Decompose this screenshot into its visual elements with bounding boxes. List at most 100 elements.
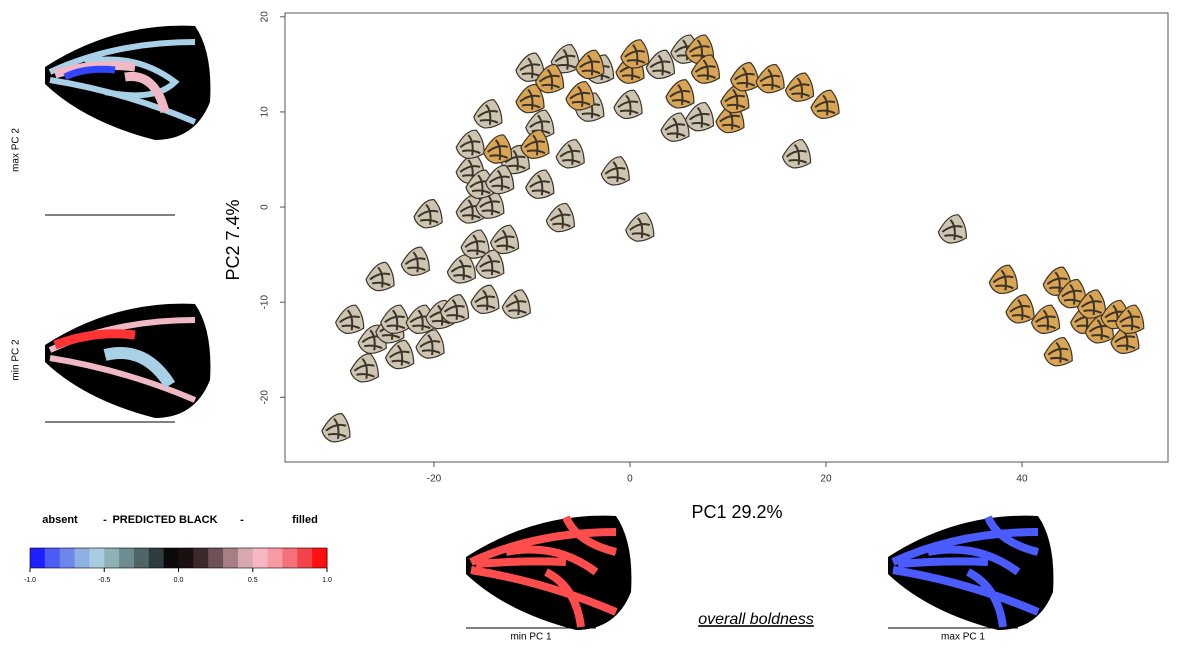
annotation: max PC 1: [941, 632, 985, 643]
point: [786, 73, 814, 101]
y-tick-label: 10: [260, 106, 271, 118]
wing-max-pc2: [45, 26, 210, 162]
point: [336, 305, 364, 333]
x-tick-label: 40: [1016, 474, 1028, 485]
point-body: [416, 330, 444, 358]
point-body: [661, 113, 689, 141]
point-body: [456, 130, 484, 158]
point-body: [989, 265, 1017, 293]
point: [566, 82, 594, 110]
point-body: [731, 63, 759, 91]
point: [502, 290, 530, 318]
point-body: [1006, 295, 1034, 323]
colorbar-cell: [60, 548, 75, 568]
point: [614, 90, 642, 118]
colorbar-cell: [30, 548, 45, 568]
point-body: [786, 73, 814, 101]
point: [486, 165, 514, 193]
point-body: [938, 215, 966, 243]
wing-min-pc1: [466, 516, 631, 630]
colorbar-cell: [268, 548, 283, 568]
point-body: [566, 82, 594, 110]
wing-max-pc1: [888, 516, 1053, 630]
point: [447, 255, 475, 283]
colorbar: absent-PREDICTED BLACK-filled-1.0-0.50.0…: [24, 514, 332, 584]
colorbar-cell: [223, 548, 238, 568]
point: [526, 170, 554, 198]
point: [783, 140, 811, 168]
colorbar-cell: [119, 548, 134, 568]
colorbar-cell: [253, 548, 268, 568]
point: [521, 130, 549, 158]
colorbar-cell: [149, 548, 164, 568]
colorbar-title: filled: [292, 514, 318, 526]
point-body: [401, 247, 429, 275]
point: [646, 50, 674, 78]
point: [1031, 305, 1059, 333]
point-body: [471, 285, 499, 313]
y-tick-label: 20: [260, 11, 271, 23]
point-body: [441, 295, 469, 323]
colorbar-tick-label: 1.0: [322, 577, 332, 584]
wing-min-pc2: [45, 304, 210, 418]
point-body: [686, 103, 714, 131]
point-body: [756, 65, 784, 93]
point: [456, 130, 484, 158]
colorbar-cell: [208, 548, 223, 568]
annotation: max PC 2: [11, 128, 22, 172]
point-body: [336, 305, 364, 333]
x-tick-label: 20: [820, 474, 832, 485]
point: [484, 135, 512, 163]
point: [386, 340, 414, 368]
colorbar-tick-label: 0.5: [248, 577, 258, 584]
point-body: [381, 305, 409, 333]
point-body: [666, 80, 694, 108]
point: [811, 90, 839, 118]
y-tick-label: 0: [260, 204, 271, 210]
point-body: [626, 213, 654, 241]
point: [576, 50, 604, 78]
figure: max PC 2 min PC 2 min PC 1 max PC 1 over…: [0, 0, 1181, 644]
point: [556, 140, 584, 168]
point-body: [556, 140, 584, 168]
colorbar-cell: [193, 548, 208, 568]
point: [441, 295, 469, 323]
point: [322, 414, 350, 442]
point-body: [1044, 338, 1072, 366]
point: [366, 262, 394, 290]
colorbar-title: -: [240, 514, 244, 526]
colorbar-cell: [45, 548, 60, 568]
point-body: [621, 40, 649, 68]
colorbar-cell: [89, 548, 104, 568]
point-body: [576, 50, 604, 78]
point: [381, 305, 409, 333]
point: [626, 213, 654, 241]
y-tick-label: -10: [260, 295, 271, 310]
point-body: [811, 90, 839, 118]
colorbar-title: absent: [42, 514, 78, 526]
colorbar-cell: [179, 548, 194, 568]
colorbar-tick-label: 0.0: [174, 577, 184, 584]
y-tick-label: -20: [260, 390, 271, 405]
colorbar-tick-label: -0.5: [98, 577, 110, 584]
point: [938, 215, 966, 243]
point: [661, 113, 689, 141]
x-tick-label: 0: [627, 474, 633, 485]
plot-frame: [285, 13, 1168, 462]
point: [416, 330, 444, 358]
point-body: [322, 414, 350, 442]
colorbar-cell: [282, 548, 297, 568]
colorbar-cell: [312, 548, 327, 568]
point-body: [601, 157, 629, 185]
point: [401, 247, 429, 275]
colorbar-cell: [238, 548, 253, 568]
point-body: [484, 135, 512, 163]
point: [471, 285, 499, 313]
point-body: [521, 130, 549, 158]
point: [1006, 295, 1034, 323]
annotation: min PC 1: [510, 632, 552, 643]
point-body: [502, 290, 530, 318]
point: [756, 65, 784, 93]
point-body: [447, 255, 475, 283]
colorbar-title: PREDICTED BLACK: [112, 514, 217, 526]
